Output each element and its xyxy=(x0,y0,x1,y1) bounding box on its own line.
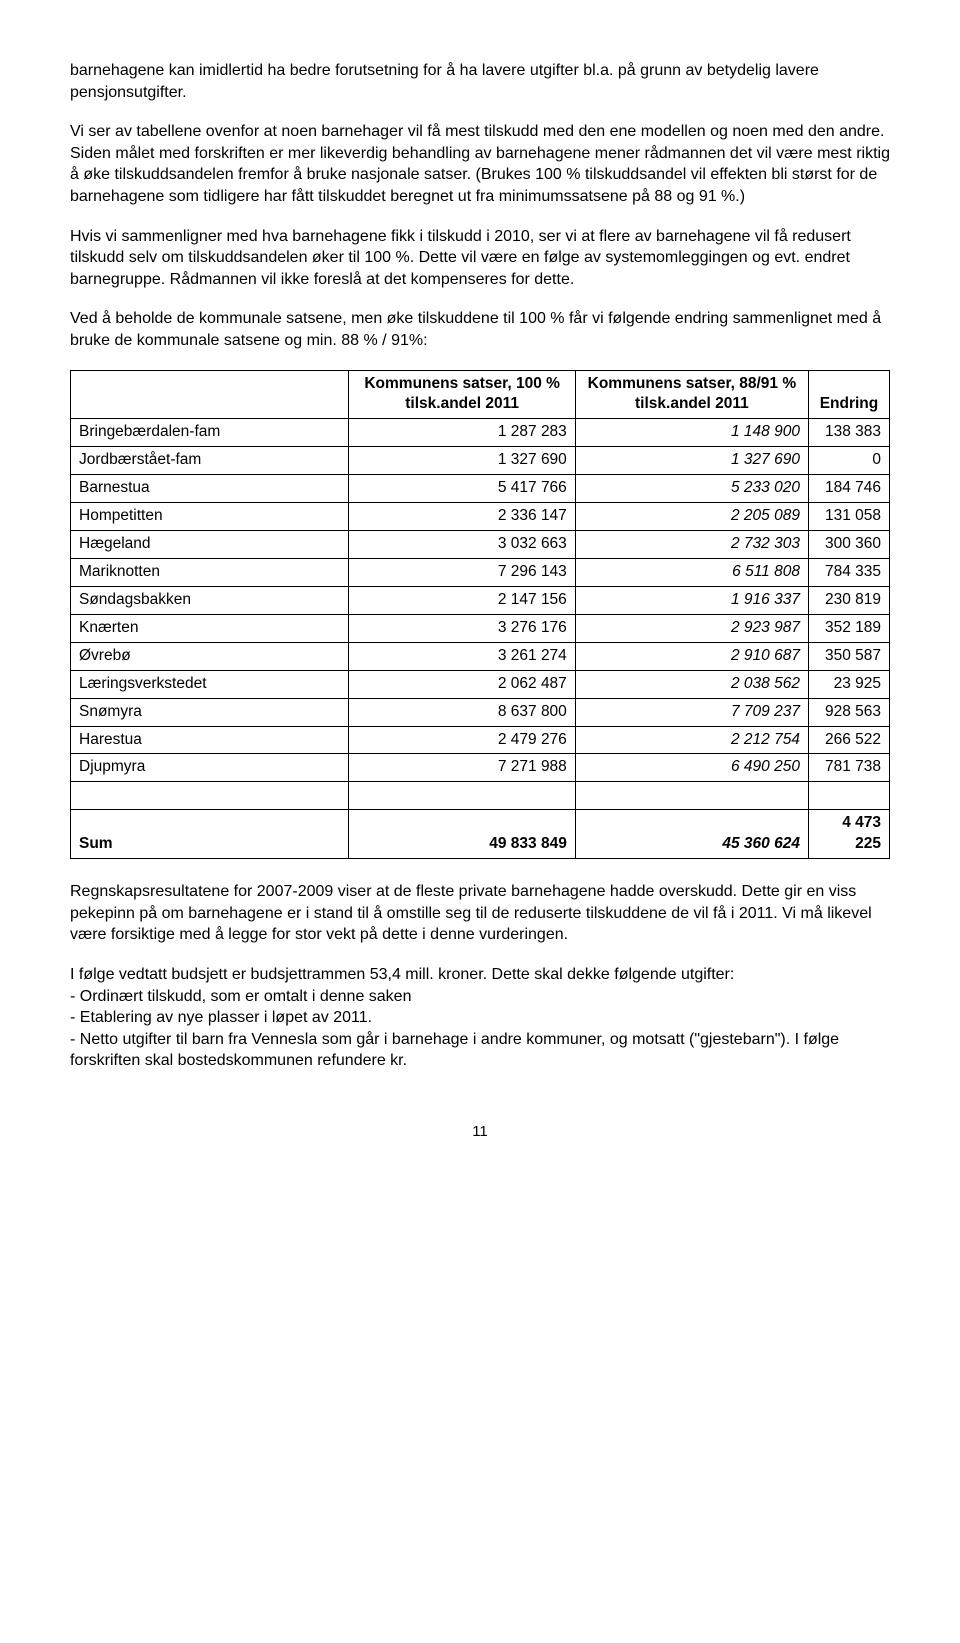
table-row: Harestua2 479 2762 212 754266 522 xyxy=(71,726,890,754)
table-row: Mariknotten7 296 1436 511 808784 335 xyxy=(71,558,890,586)
table-cell: 2 479 276 xyxy=(349,726,575,754)
table-row: Snømyra8 637 8007 709 237928 563 xyxy=(71,698,890,726)
table-cell: 928 563 xyxy=(808,698,889,726)
table-cell: 3 032 663 xyxy=(349,531,575,559)
table-row: Hægeland3 032 6632 732 303300 360 xyxy=(71,531,890,559)
table-cell: 2 038 562 xyxy=(575,670,808,698)
table-cell: 1 327 690 xyxy=(575,447,808,475)
table-row: Øvrebø3 261 2742 910 687350 587 xyxy=(71,642,890,670)
table-header: Endring xyxy=(808,370,889,419)
table-cell: 230 819 xyxy=(808,586,889,614)
table-cell: 1 327 690 xyxy=(349,447,575,475)
table-cell: 781 738 xyxy=(808,754,889,782)
table-cell: Hompetitten xyxy=(71,503,349,531)
table-cell: 2 205 089 xyxy=(575,503,808,531)
table-cell: Mariknotten xyxy=(71,558,349,586)
table-cell: 350 587 xyxy=(808,642,889,670)
table-cell xyxy=(808,782,889,810)
table-header xyxy=(71,370,349,419)
table-row: Djupmyra7 271 9886 490 250781 738 xyxy=(71,754,890,782)
table-cell: 131 058 xyxy=(808,503,889,531)
table-cell: Barnestua xyxy=(71,475,349,503)
table-cell: 1 148 900 xyxy=(575,419,808,447)
table-cell: Harestua xyxy=(71,726,349,754)
table-cell: 2 923 987 xyxy=(575,614,808,642)
table-cell: 6 490 250 xyxy=(575,754,808,782)
table-cell: 1 916 337 xyxy=(575,586,808,614)
table-cell: Knærten xyxy=(71,614,349,642)
bullet-item: - Ordinært tilskudd, som er omtalt i den… xyxy=(70,986,890,1008)
table-cell: Hægeland xyxy=(71,531,349,559)
paragraph: Regnskapsresultatene for 2007-2009 viser… xyxy=(70,881,890,946)
table-header: Kommunens satser, 100 % tilsk.andel 2011 xyxy=(349,370,575,419)
table-cell: 4 473 225 xyxy=(808,810,889,859)
table-cell: Jordbærstået-fam xyxy=(71,447,349,475)
bullet-list: - Ordinært tilskudd, som er omtalt i den… xyxy=(70,986,890,1072)
table-row: Barnestua5 417 7665 233 020184 746 xyxy=(71,475,890,503)
table-cell: 1 287 283 xyxy=(349,419,575,447)
table-cell: 7 271 988 xyxy=(349,754,575,782)
table-cell: 138 383 xyxy=(808,419,889,447)
table-cell: Sum xyxy=(71,810,349,859)
table-cell: 352 189 xyxy=(808,614,889,642)
table-cell xyxy=(349,782,575,810)
table-cell: 45 360 624 xyxy=(575,810,808,859)
page-number: 11 xyxy=(70,1122,890,1142)
table-cell: 2 062 487 xyxy=(349,670,575,698)
tilskudd-table: Kommunens satser, 100 % tilsk.andel 2011… xyxy=(70,370,890,860)
table-row: Jordbærstået-fam1 327 6901 327 6900 xyxy=(71,447,890,475)
table-cell: 5 417 766 xyxy=(349,475,575,503)
paragraph: Hvis vi sammenligner med hva barnehagene… xyxy=(70,226,890,291)
table-cell: 2 910 687 xyxy=(575,642,808,670)
table-cell xyxy=(71,782,349,810)
table-cell xyxy=(575,782,808,810)
table-row: Bringebærdalen-fam1 287 2831 148 900138 … xyxy=(71,419,890,447)
table-cell: 8 637 800 xyxy=(349,698,575,726)
table-cell: 0 xyxy=(808,447,889,475)
bullet-item: - Etablering av nye plasser i løpet av 2… xyxy=(70,1007,890,1029)
table-cell: 5 233 020 xyxy=(575,475,808,503)
bullet-item: - Netto utgifter til barn fra Vennesla s… xyxy=(70,1029,890,1072)
table-cell: Bringebærdalen-fam xyxy=(71,419,349,447)
table-cell: Øvrebø xyxy=(71,642,349,670)
paragraph: I følge vedtatt budsjett er budsjettramm… xyxy=(70,964,890,986)
table-cell: 49 833 849 xyxy=(349,810,575,859)
table-cell: Djupmyra xyxy=(71,754,349,782)
table-sum-row: Sum49 833 84945 360 6244 473 225 xyxy=(71,810,890,859)
table-row: Søndagsbakken2 147 1561 916 337230 819 xyxy=(71,586,890,614)
table-cell: 2 732 303 xyxy=(575,531,808,559)
table-cell: 7 709 237 xyxy=(575,698,808,726)
table-cell: 184 746 xyxy=(808,475,889,503)
table-cell: Snømyra xyxy=(71,698,349,726)
table-cell: 3 276 176 xyxy=(349,614,575,642)
table-cell: 6 511 808 xyxy=(575,558,808,586)
paragraph: Ved å beholde de kommunale satsene, men … xyxy=(70,308,890,351)
table-cell: 266 522 xyxy=(808,726,889,754)
table-cell: 2 336 147 xyxy=(349,503,575,531)
table-cell: 3 261 274 xyxy=(349,642,575,670)
table-row xyxy=(71,782,890,810)
table-cell: 7 296 143 xyxy=(349,558,575,586)
paragraph: Vi ser av tabellene ovenfor at noen barn… xyxy=(70,121,890,207)
table-cell: 2 147 156 xyxy=(349,586,575,614)
table-row: Hompetitten2 336 1472 205 089131 058 xyxy=(71,503,890,531)
table-cell: 2 212 754 xyxy=(575,726,808,754)
table-row: Knærten3 276 1762 923 987352 189 xyxy=(71,614,890,642)
paragraph: barnehagene kan imidlertid ha bedre foru… xyxy=(70,60,890,103)
table-row: Læringsverkstedet2 062 4872 038 56223 92… xyxy=(71,670,890,698)
table-cell: Læringsverkstedet xyxy=(71,670,349,698)
table-cell: 784 335 xyxy=(808,558,889,586)
table-cell: 23 925 xyxy=(808,670,889,698)
table-cell: 300 360 xyxy=(808,531,889,559)
table-header: Kommunens satser, 88/91 % tilsk.andel 20… xyxy=(575,370,808,419)
table-cell: Søndagsbakken xyxy=(71,586,349,614)
